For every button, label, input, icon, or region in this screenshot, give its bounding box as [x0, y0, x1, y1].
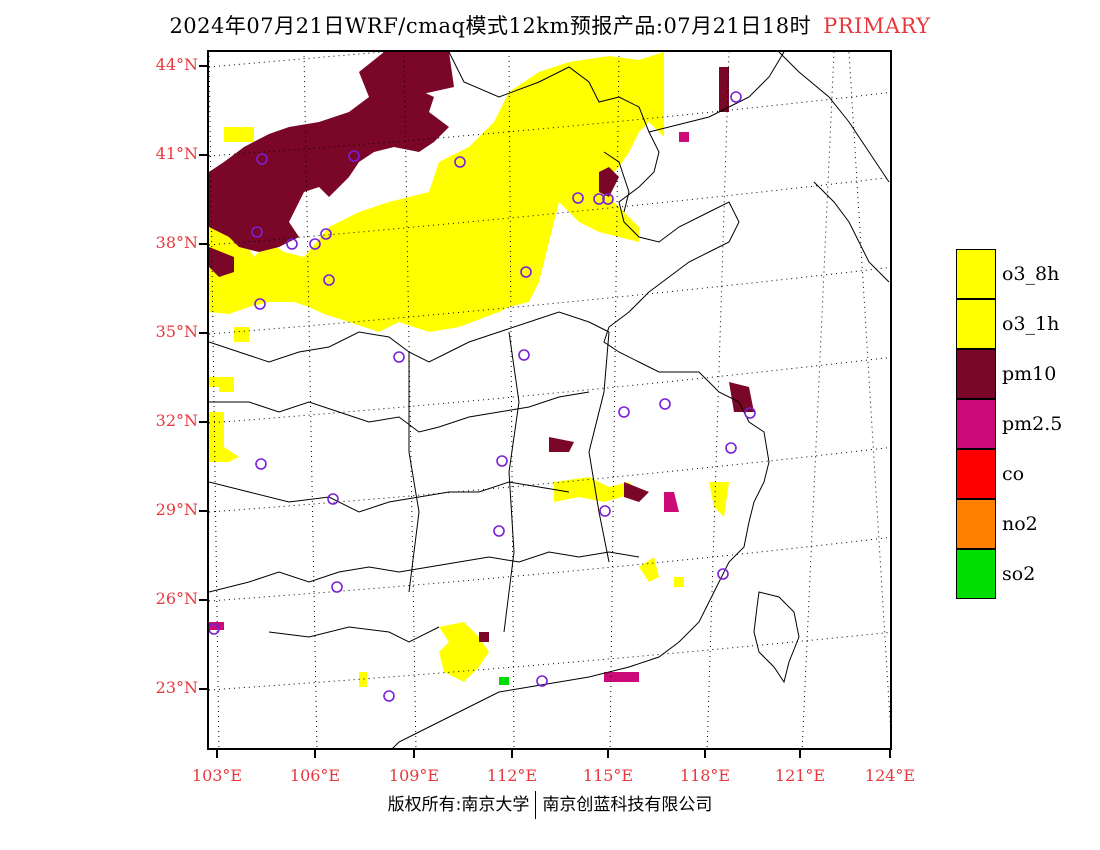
station-marker — [254, 298, 266, 310]
lat-label-32: 32°N — [155, 411, 198, 430]
station-marker — [593, 193, 605, 205]
station-marker — [717, 568, 729, 580]
station-marker — [493, 525, 505, 537]
copyright-right: 南京创蓝科技有限公司 — [542, 795, 713, 815]
legend-label: so2 — [1002, 563, 1036, 585]
legend-swatch — [956, 299, 996, 349]
station-marker — [744, 407, 756, 419]
station-marker — [323, 274, 335, 286]
legend-label: o3_8h — [1002, 263, 1060, 285]
station-marker — [348, 150, 360, 162]
station-marker — [255, 458, 267, 470]
station-marker — [572, 192, 584, 204]
station-marker — [393, 351, 405, 363]
station-marker — [602, 193, 614, 205]
o3-region — [209, 52, 729, 687]
boundaries — [209, 52, 890, 748]
station-marker — [659, 398, 671, 410]
lon-label-124: 124°E — [864, 766, 916, 785]
station-marker — [730, 91, 742, 103]
legend-swatch — [956, 449, 996, 499]
legend-label: no2 — [1002, 513, 1038, 535]
station-marker — [536, 675, 548, 687]
lat-label-26: 26°N — [155, 589, 198, 608]
primary-label: PRIMARY — [823, 14, 931, 38]
station-marker — [383, 690, 395, 702]
legend-swatch — [956, 349, 996, 399]
lon-label-109: 109°E — [388, 766, 440, 785]
station-marker — [520, 266, 532, 278]
station-marker — [286, 238, 298, 250]
so2-region — [499, 677, 509, 685]
station-marker — [518, 349, 530, 361]
lon-label-115: 115°E — [582, 766, 634, 785]
legend-swatch — [956, 549, 996, 599]
lat-label-38: 38°N — [155, 233, 198, 252]
lon-label-112: 112°E — [486, 766, 538, 785]
lat-label-29: 29°N — [155, 500, 198, 519]
lat-label-35: 35°N — [155, 322, 198, 341]
map-svg — [209, 52, 890, 748]
legend-label: pm10 — [1002, 363, 1057, 385]
station-marker — [496, 455, 508, 467]
legend-label: co — [1002, 463, 1025, 485]
station-marker — [209, 623, 220, 635]
station-marker — [251, 226, 263, 238]
station-markers — [209, 91, 756, 702]
lat-label-44: 44°N — [155, 55, 198, 74]
legend-swatch — [956, 499, 996, 549]
station-marker — [618, 406, 630, 418]
copyright: 版权所有:南京大学 南京创蓝科技有限公司 — [0, 790, 1100, 819]
lon-label-103: 103°E — [191, 766, 243, 785]
lat-label-41: 41°N — [155, 144, 198, 163]
pm10-region — [209, 52, 754, 642]
legend-label: o3_1h — [1002, 313, 1060, 335]
lat-label-23: 23°N — [155, 678, 198, 697]
copyright-left: 版权所有:南京大学 — [387, 795, 530, 815]
station-marker — [454, 156, 466, 168]
station-marker — [309, 238, 321, 250]
station-marker — [327, 493, 339, 505]
lon-label-121: 121°E — [774, 766, 826, 785]
title-text: 2024年07月21日WRF/cmaq模式12km预报产品:07月21日18时 — [169, 14, 812, 38]
page-title: 2024年07月21日WRF/cmaq模式12km预报产品:07月21日18时 P… — [0, 10, 1100, 40]
station-marker — [256, 153, 268, 165]
lon-label-118: 118°E — [679, 766, 731, 785]
legend-swatch — [956, 249, 996, 299]
map-canvas[interactable] — [207, 50, 892, 750]
station-marker — [599, 505, 611, 517]
station-marker — [320, 228, 332, 240]
legend-label: pm2.5 — [1002, 413, 1063, 435]
station-marker — [725, 442, 737, 454]
divider — [535, 791, 537, 819]
legend-swatch — [956, 399, 996, 449]
station-marker — [331, 581, 343, 593]
lon-label-106: 106°E — [289, 766, 341, 785]
